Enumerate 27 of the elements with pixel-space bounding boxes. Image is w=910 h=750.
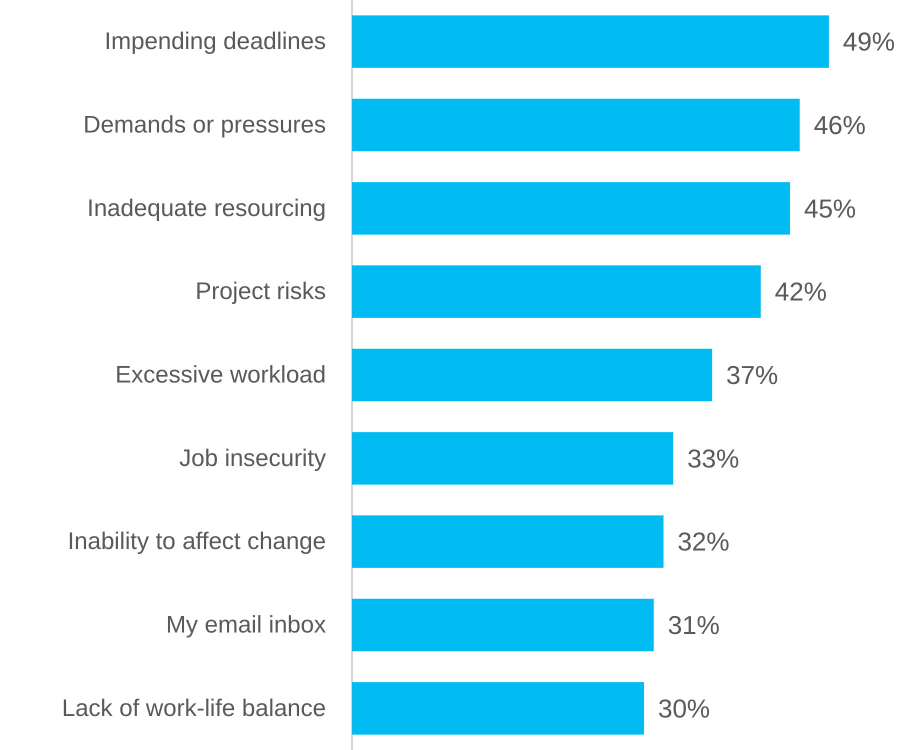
y-tick-label: Excessive workload: [115, 362, 326, 388]
bar: [352, 598, 654, 652]
y-tick-label: Job insecurity: [179, 444, 326, 472]
data-label: 31%: [668, 610, 720, 640]
data-label: 42%: [774, 276, 827, 307]
y-tick-label: Inadequate resourcing: [87, 194, 326, 222]
bar: [352, 682, 644, 735]
bar: [352, 98, 800, 152]
data-label: 37%: [726, 360, 778, 390]
bar: [352, 348, 712, 402]
y-tick-label: Demands or pressures: [83, 112, 326, 138]
bar: [352, 182, 790, 235]
y-tick-label: Project risks: [195, 278, 326, 306]
y-tick-label: Lack of work-life balance: [62, 694, 326, 722]
data-label: 45%: [804, 193, 856, 224]
bar: [352, 265, 761, 318]
y-tick-label: Inability to affect change: [68, 528, 326, 556]
bar: [352, 515, 664, 568]
bar: [352, 432, 674, 485]
data-label: 33%: [687, 443, 740, 474]
data-label: 46%: [814, 110, 866, 140]
y-tick-label: My email inbox: [166, 612, 326, 638]
y-tick-label: Impending deadlines: [104, 28, 326, 56]
data-label: 32%: [677, 526, 730, 557]
data-label: 49%: [842, 26, 895, 57]
bar: [352, 15, 829, 68]
data-label: 30%: [658, 693, 710, 724]
